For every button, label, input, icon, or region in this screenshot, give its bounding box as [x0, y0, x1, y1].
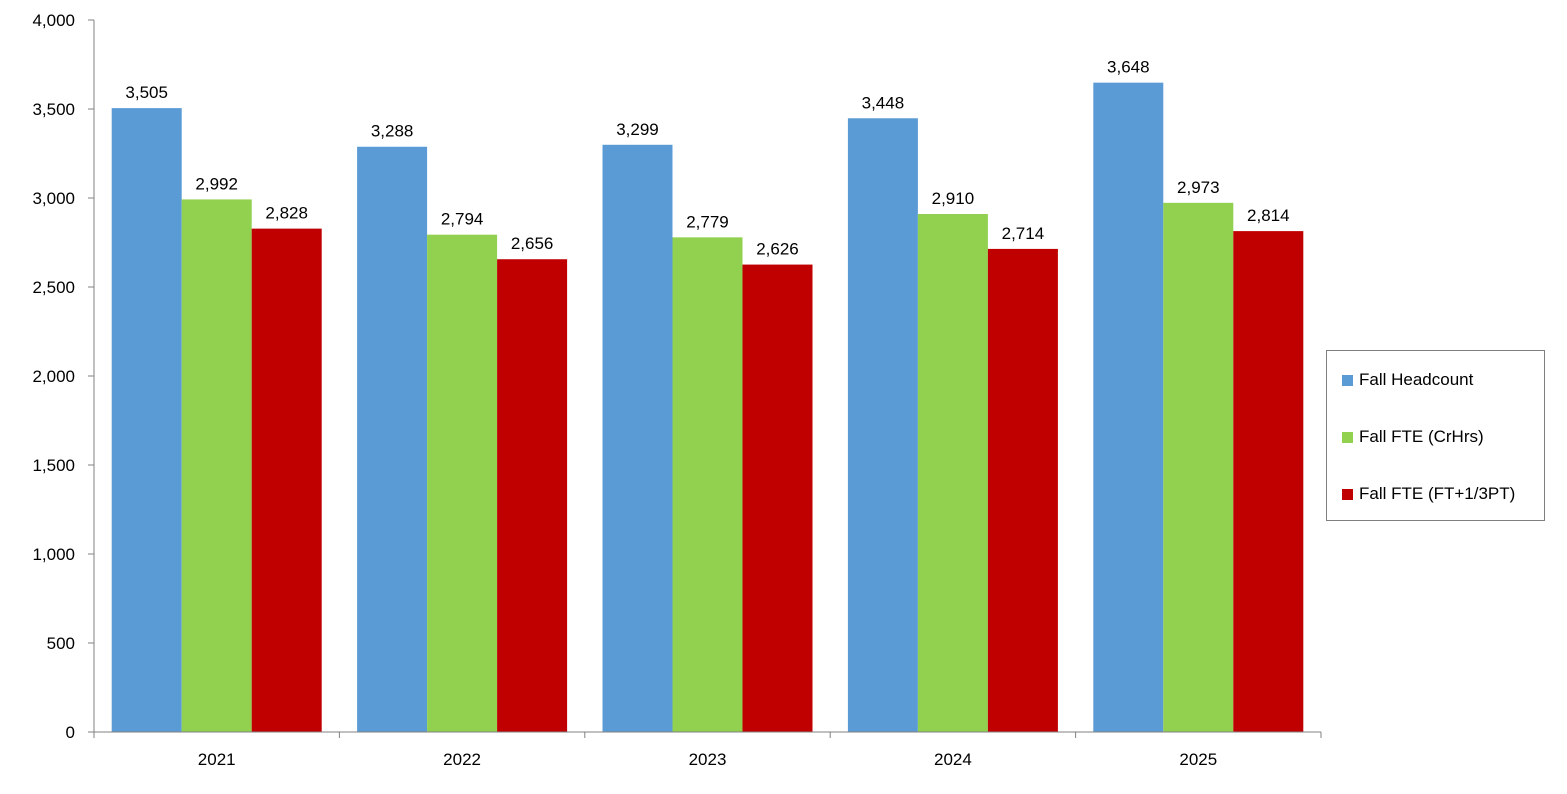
bar-2023-series-2 — [742, 264, 813, 732]
data-label-2022-series-0: 3,288 — [371, 122, 414, 141]
x-tick-label-2023: 2023 — [689, 750, 727, 769]
bar-2021-series-0 — [111, 108, 182, 733]
y-tick-label: 0 — [66, 723, 75, 742]
bar-2023-series-1 — [672, 237, 743, 732]
x-tick-label-2022: 2022 — [443, 750, 481, 769]
legend: Fall Headcount Fall FTE (CrHrs) Fall FTE… — [1326, 350, 1545, 521]
y-tick-label: 1,000 — [32, 545, 75, 564]
data-label-2025-series-0: 3,648 — [1107, 58, 1150, 77]
data-label-2023-series-0: 3,299 — [616, 120, 659, 139]
data-label-2025-series-2: 2,814 — [1247, 206, 1290, 225]
data-label-2024-series-0: 3,448 — [862, 93, 905, 112]
axes-group: 0 500 1,000 1,500 2,000 2,500 3,000 3,500 4,000 2… — [32, 11, 1322, 769]
data-label-2023-series-1: 2,779 — [686, 212, 729, 231]
bar-2022-series-2 — [497, 259, 568, 732]
bar-2025-series-0 — [1093, 82, 1164, 732]
y-tick-label: 2,500 — [32, 278, 75, 297]
data-label-2021-series-1: 2,992 — [195, 174, 238, 193]
bar-2025-series-1 — [1163, 202, 1234, 732]
bar-2022-series-0 — [357, 146, 428, 733]
legend-item-fall-fte-ft-pt: Fall FTE (FT+1/3PT) — [1342, 484, 1515, 504]
bar-2021-series-2 — [251, 228, 322, 732]
bar-2024-series-1 — [917, 214, 988, 732]
data-label-2021-series-0: 3,505 — [125, 83, 168, 102]
bar-2025-series-2 — [1233, 231, 1304, 733]
legend-label-fall-fte-crhrs: Fall FTE (CrHrs) — [1359, 427, 1484, 446]
bar-2024-series-0 — [847, 118, 918, 732]
legend-swatch-fall-headcount — [1342, 374, 1353, 386]
legend-label-fall-fte-ft-pt: Fall FTE (FT+1/3PT) — [1359, 484, 1516, 503]
y-tick-label: 3,000 — [32, 189, 75, 208]
x-tick-label-2025: 2025 — [1179, 750, 1217, 769]
bar-2024-series-2 — [987, 248, 1058, 732]
y-tick-label: 1,500 — [32, 456, 75, 475]
data-label-2021-series-2: 2,828 — [265, 204, 308, 223]
legend-label-fall-headcount: Fall Headcount — [1359, 370, 1474, 389]
bar-2022-series-1 — [427, 234, 498, 733]
bars-group — [111, 82, 1304, 733]
data-label-2025-series-1: 2,973 — [1177, 178, 1220, 197]
legend-swatch-fall-fte-ft-pt — [1342, 488, 1353, 500]
y-tick-label: 4,000 — [32, 11, 75, 30]
data-label-2022-series-2: 2,656 — [511, 234, 554, 253]
y-tick-label: 3,500 — [32, 100, 75, 119]
data-label-2024-series-1: 2,910 — [932, 189, 975, 208]
x-tick-label-2021: 2021 — [198, 750, 236, 769]
y-tick-label: 500 — [47, 634, 75, 653]
x-tick-label-2024: 2024 — [934, 750, 972, 769]
bar-2023-series-0 — [602, 144, 673, 732]
legend-item-fall-headcount: Fall Headcount — [1342, 370, 1473, 390]
data-label-2024-series-2: 2,714 — [1002, 224, 1045, 243]
data-label-2023-series-2: 2,626 — [756, 240, 799, 259]
bar-2021-series-1 — [181, 199, 252, 733]
data-label-2022-series-1: 2,794 — [441, 210, 484, 229]
legend-swatch-fall-fte-crhrs — [1342, 431, 1353, 443]
y-tick-label: 2,000 — [32, 367, 75, 386]
legend-item-fall-fte-crhrs: Fall FTE (CrHrs) — [1342, 427, 1484, 447]
data-labels-group: 3,505 2,992 2,828 3,288 2,794 2,656 3,299 2,779… — [125, 58, 1289, 259]
